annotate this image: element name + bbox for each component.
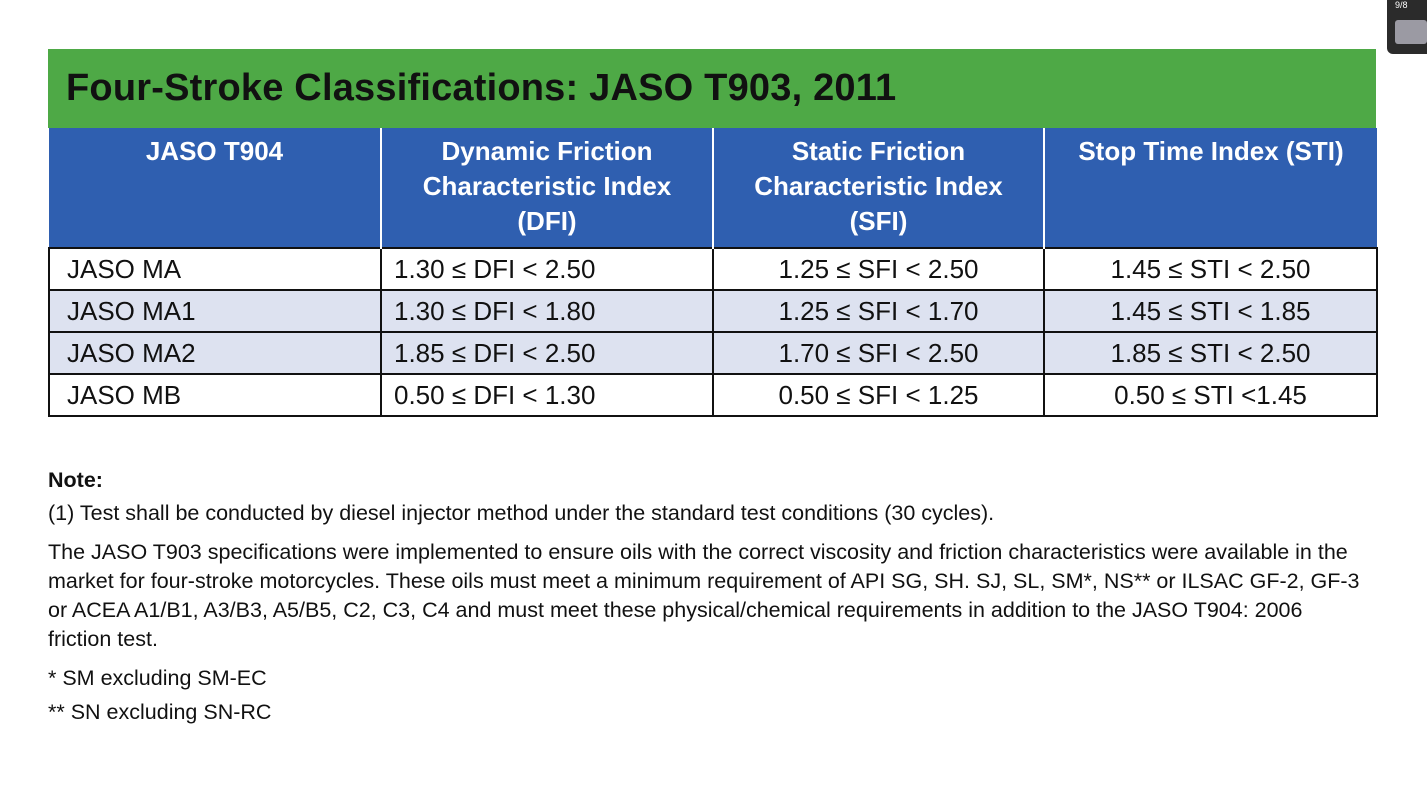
cell-sti: 1.45 ≤ STI < 2.50 — [1043, 247, 1378, 291]
table-row: JASO MA2 1.85 ≤ DFI < 2.50 1.70 ≤ SFI < … — [48, 331, 1378, 375]
page-indicator-label: 9/8 — [1395, 0, 1408, 10]
table-row: JASO MB 0.50 ≤ DFI < 1.30 0.50 ≤ SFI < 1… — [48, 373, 1378, 417]
table-header-row: JASO T904 Dynamic Friction Characteristi… — [49, 128, 1377, 248]
cell-grade: JASO MA1 — [48, 289, 382, 333]
cell-sti: 1.85 ≤ STI < 2.50 — [1043, 331, 1378, 375]
cell-sti: 1.45 ≤ STI < 1.85 — [1043, 289, 1378, 333]
cell-dfi: 1.85 ≤ DFI < 2.50 — [380, 331, 714, 375]
table-title-bar: Four-Stroke Classifications: JASO T903, … — [48, 49, 1376, 128]
cell-grade: JASO MA2 — [48, 331, 382, 375]
classification-table-block: Four-Stroke Classifications: JASO T903, … — [48, 49, 1378, 417]
header-sfi: Static Friction Characteristic Index (SF… — [712, 128, 1044, 248]
cell-grade: JASO MB — [48, 373, 382, 417]
classification-table: JASO T904 Dynamic Friction Characteristi… — [48, 128, 1378, 417]
cell-sfi: 1.25 ≤ SFI < 2.50 — [712, 247, 1045, 291]
header-dfi: Dynamic Friction Characteristic Index (D… — [380, 128, 713, 248]
note-paragraph: The JASO T903 specifications were implem… — [48, 540, 1360, 651]
cell-sfi: 1.70 ≤ SFI < 2.50 — [712, 331, 1045, 375]
table-row: JASO MA 1.30 ≤ DFI < 2.50 1.25 ≤ SFI < 2… — [48, 247, 1378, 291]
cell-sti: 0.50 ≤ STI <1.45 — [1043, 373, 1378, 417]
header-sti: Stop Time Index (STI) — [1043, 128, 1377, 248]
table-row: JASO MA1 1.30 ≤ DFI < 1.80 1.25 ≤ SFI < … — [48, 289, 1378, 333]
footnote-sm: * SM excluding SM-EC — [48, 666, 267, 690]
cell-dfi: 0.50 ≤ DFI < 1.30 — [380, 373, 714, 417]
page-thumbnail[interactable] — [1395, 20, 1427, 44]
page-thumbnail-widget[interactable]: 9/8 — [1387, 0, 1427, 54]
cell-grade: JASO MA — [48, 247, 382, 291]
note-item-1: (1) Test shall be conducted by diesel in… — [48, 501, 995, 525]
cell-sfi: 0.50 ≤ SFI < 1.25 — [712, 373, 1045, 417]
cell-dfi: 1.30 ≤ DFI < 1.80 — [380, 289, 714, 333]
cell-sfi: 1.25 ≤ SFI < 1.70 — [712, 289, 1045, 333]
footnote-sn: ** SN excluding SN-RC — [48, 700, 272, 724]
notes-section: Note: (1) Test shall be conducted by die… — [48, 466, 1368, 727]
cell-dfi: 1.30 ≤ DFI < 2.50 — [380, 247, 714, 291]
header-jaso-t904: JASO T904 — [49, 128, 381, 248]
table-title: Four-Stroke Classifications: JASO T903, … — [66, 67, 897, 109]
note-heading: Note: — [48, 468, 103, 492]
